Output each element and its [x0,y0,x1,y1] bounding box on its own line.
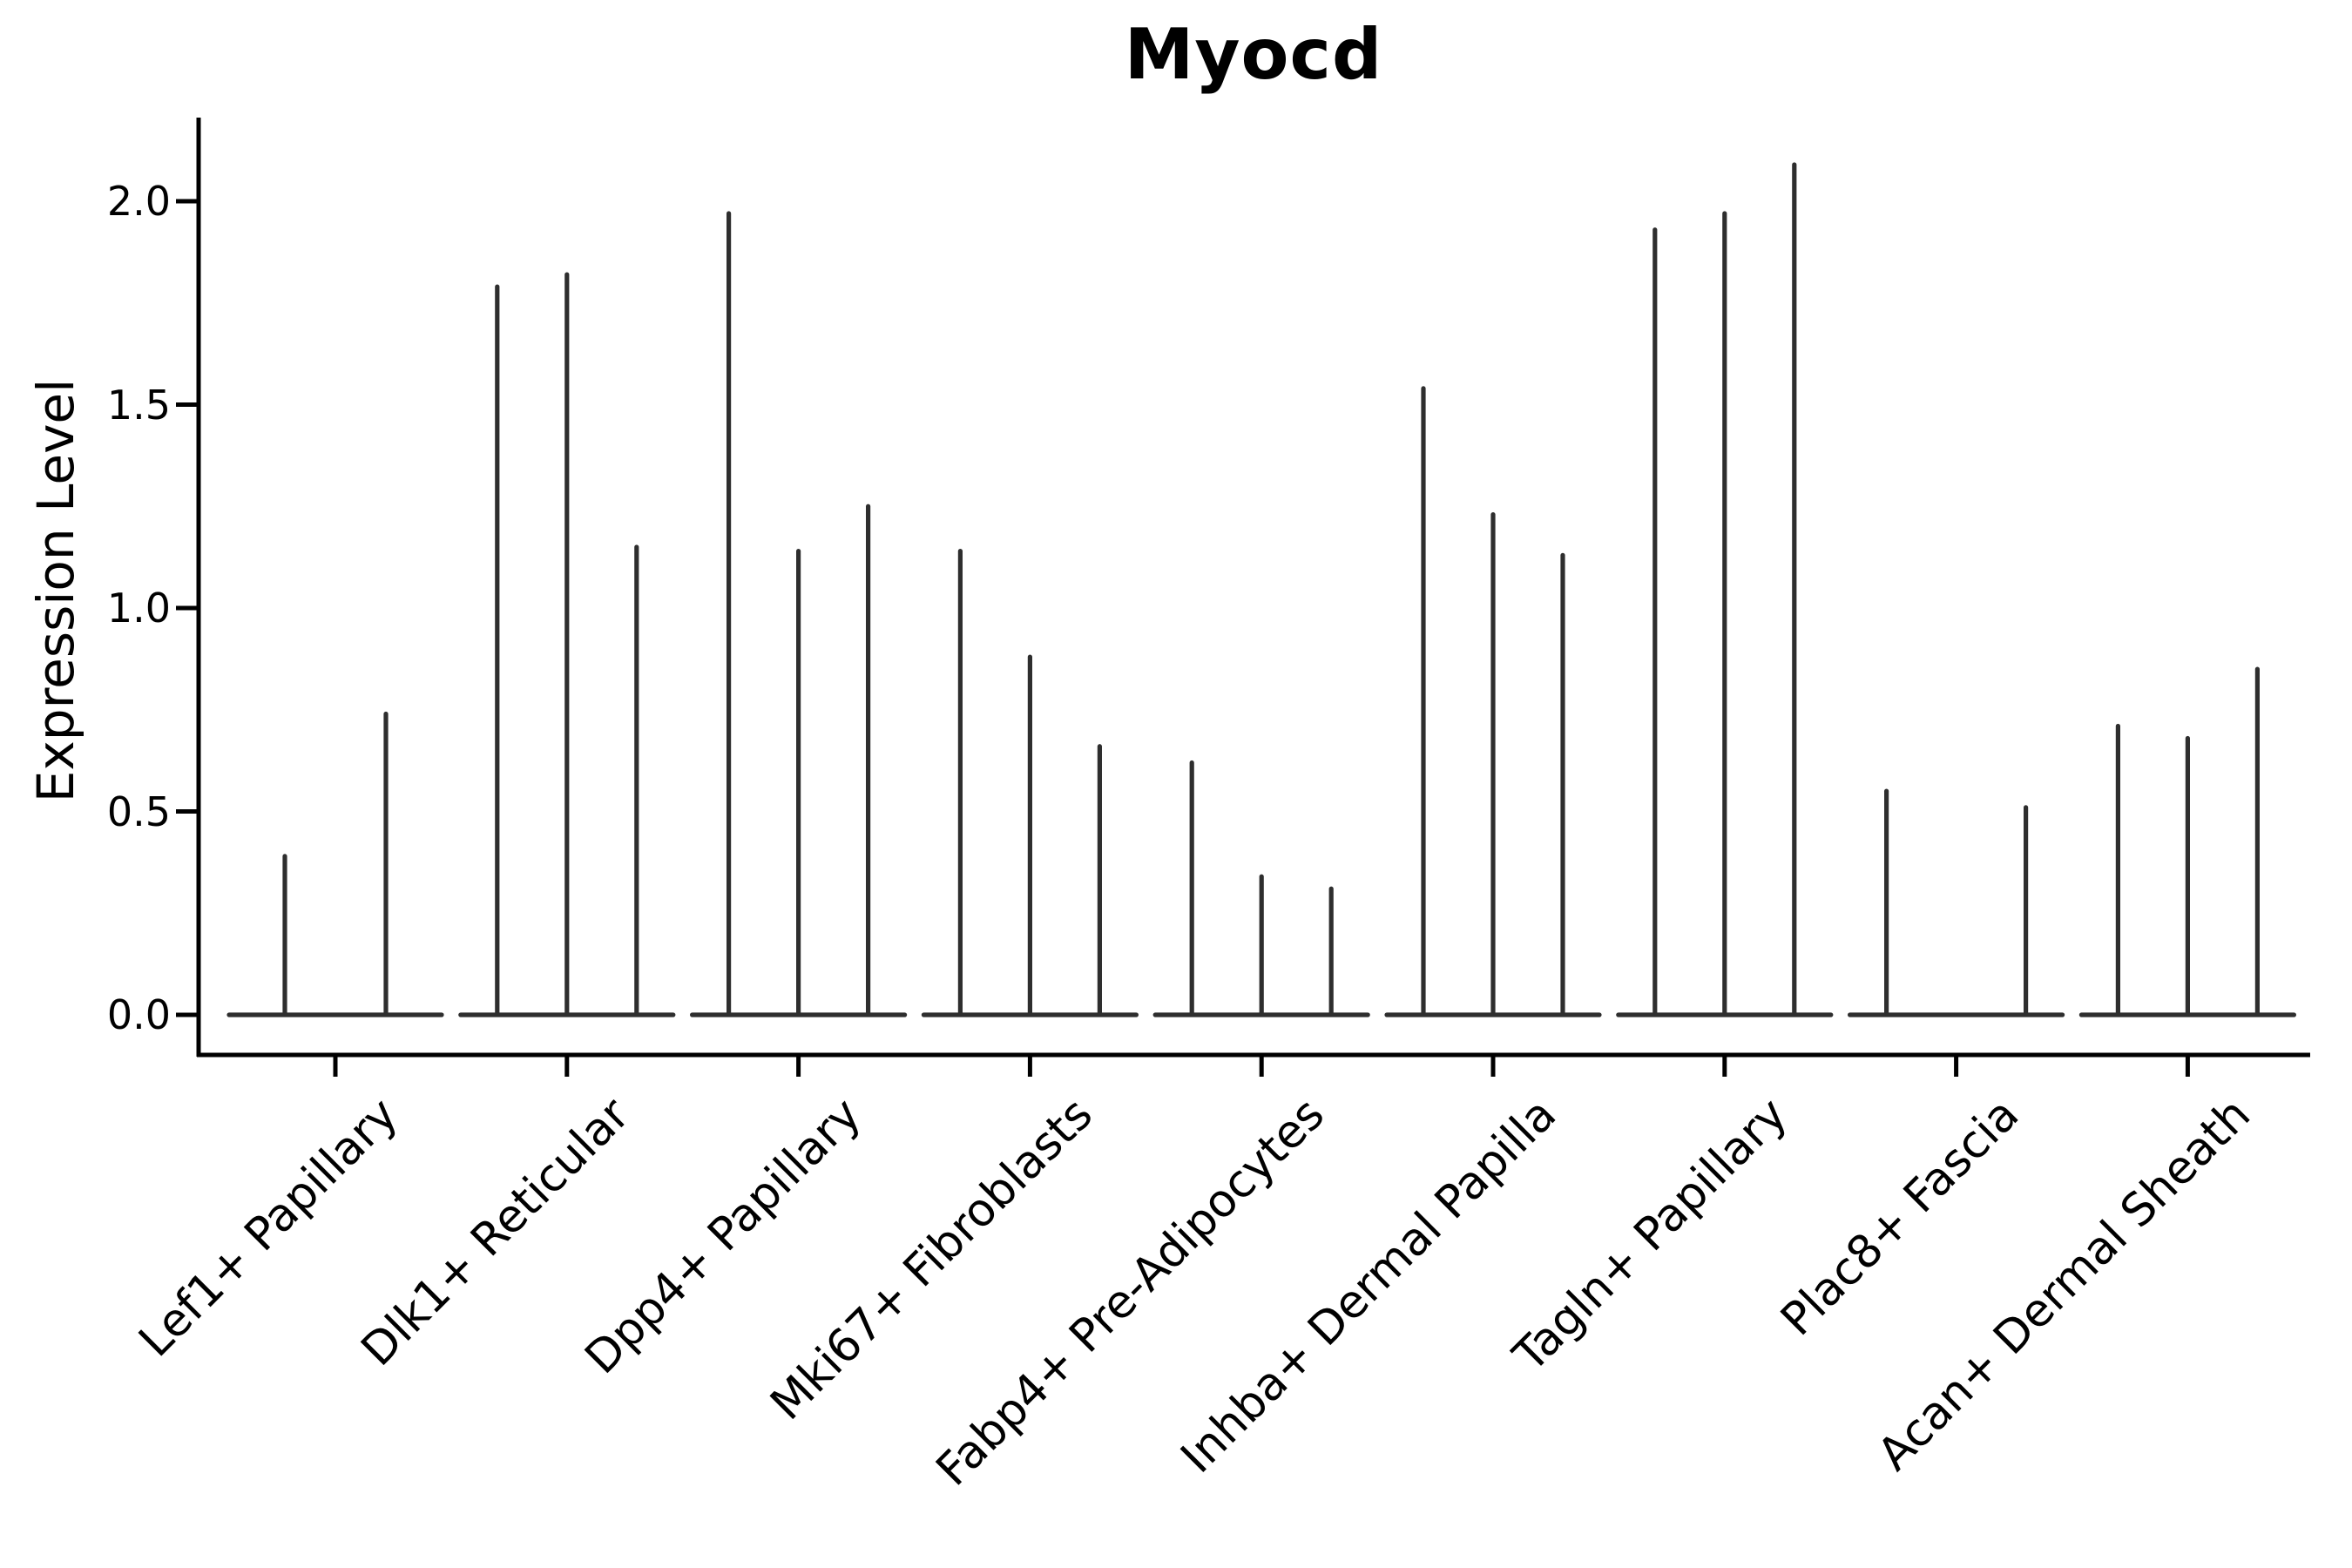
y-tick-label: 1.0 [106,585,171,632]
y-tick-label: 0.0 [106,991,171,1038]
y-tick-label: 2.0 [106,178,171,225]
y-tick-label: 1.5 [106,381,171,429]
chart-title: Myocd [1124,14,1383,95]
y-tick-label: 0.5 [106,787,171,835]
